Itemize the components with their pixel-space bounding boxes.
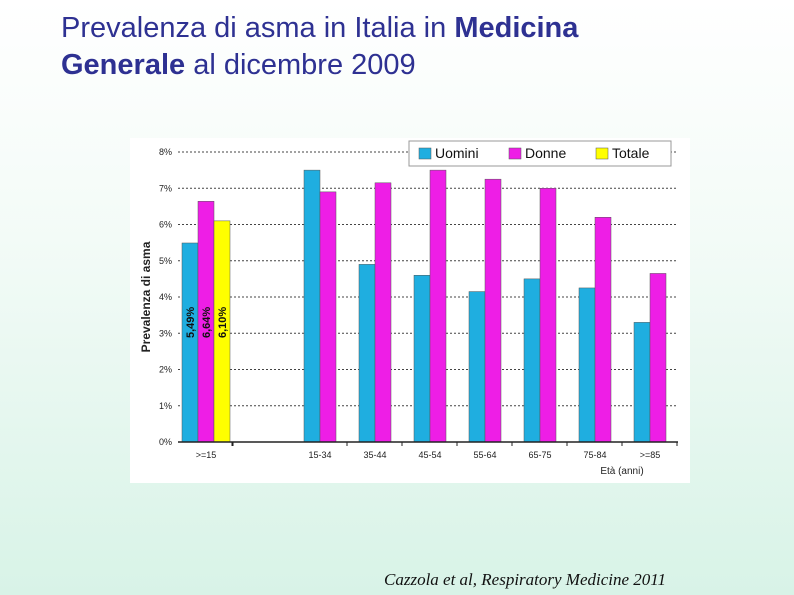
citation: Cazzola et al, Respiratory Medicine 2011 xyxy=(384,570,667,589)
bar-uomini-2 xyxy=(303,169,321,443)
legend-box xyxy=(408,140,672,167)
x-tick-label: 45-54 xyxy=(418,450,441,460)
y-tick-label: 3% xyxy=(159,328,172,338)
y-tick-label: 2% xyxy=(159,365,172,375)
asthma-prevalence-chart: 0% 1% 2% 3% 4% 5% 6% 7% 8% >=15 15-34 35-44 45-54 55-… xyxy=(139,140,678,477)
bar-uomini-6 xyxy=(523,278,541,443)
y-axis-label: Prevalenza di asma xyxy=(139,241,153,352)
bar-uomini-7 xyxy=(578,287,596,443)
y-tick-label: 8% xyxy=(159,147,172,157)
value-annotation: 6,64% xyxy=(201,307,213,338)
x-axis-label: Età (anni) xyxy=(600,466,643,477)
bar-donne-3 xyxy=(374,182,392,443)
y-tick-label: 6% xyxy=(159,220,172,230)
bar-uomini-1 xyxy=(181,242,199,443)
legend-label-uomini: Uomini xyxy=(435,145,479,161)
y-tick-label: 5% xyxy=(159,256,172,266)
x-tick-label: 35-44 xyxy=(363,450,386,460)
y-tick-label: 1% xyxy=(159,401,172,411)
y-tick-label: 0% xyxy=(159,437,172,447)
bar-donne-7 xyxy=(594,217,612,443)
value-annotation: 6,10% xyxy=(217,307,229,338)
legend-swatch-uomini xyxy=(418,147,432,160)
bar-donne-5 xyxy=(484,178,502,443)
bar-uomini-5 xyxy=(468,291,486,443)
bar-donne-6 xyxy=(539,188,557,443)
title-part2: Medicina xyxy=(454,12,579,44)
title-part1: Prevalenza di asma in Italia in xyxy=(61,12,455,44)
x-tick-label: 15-34 xyxy=(308,450,331,460)
y-tick-label: 7% xyxy=(159,183,172,193)
bar-donne-4 xyxy=(429,169,447,443)
title-part3: Generale xyxy=(61,49,186,81)
x-tick-label: >=85 xyxy=(640,450,661,460)
legend-swatch-totale xyxy=(595,147,609,160)
legend-swatch-donne xyxy=(508,147,522,160)
chart-panel: 0% 1% 2% 3% 4% 5% 6% 7% 8% >=15 15-34 35-44 45-54 55-… xyxy=(130,138,690,483)
title-part4: al dicembre 2009 xyxy=(185,49,416,81)
x-tick-label: 55-64 xyxy=(473,450,496,460)
bar-uomini-3 xyxy=(358,264,376,443)
y-tick-label: 4% xyxy=(159,292,172,302)
page-title: Prevalenza di asma in Italia in Medicina… xyxy=(61,10,761,84)
value-annotation: 5,49% xyxy=(185,307,197,338)
bar-donne-2 xyxy=(319,191,337,443)
x-tick-label: 75-84 xyxy=(583,450,606,460)
bar-uomini-8 xyxy=(633,322,651,443)
legend-label-donne: Donne xyxy=(525,145,566,161)
bar-uomini-4 xyxy=(413,275,431,443)
x-tick-label: >=15 xyxy=(196,450,217,460)
x-tick-label: 65-75 xyxy=(528,450,551,460)
legend-label-totale: Totale xyxy=(612,145,650,161)
bar-donne-8 xyxy=(649,273,667,443)
